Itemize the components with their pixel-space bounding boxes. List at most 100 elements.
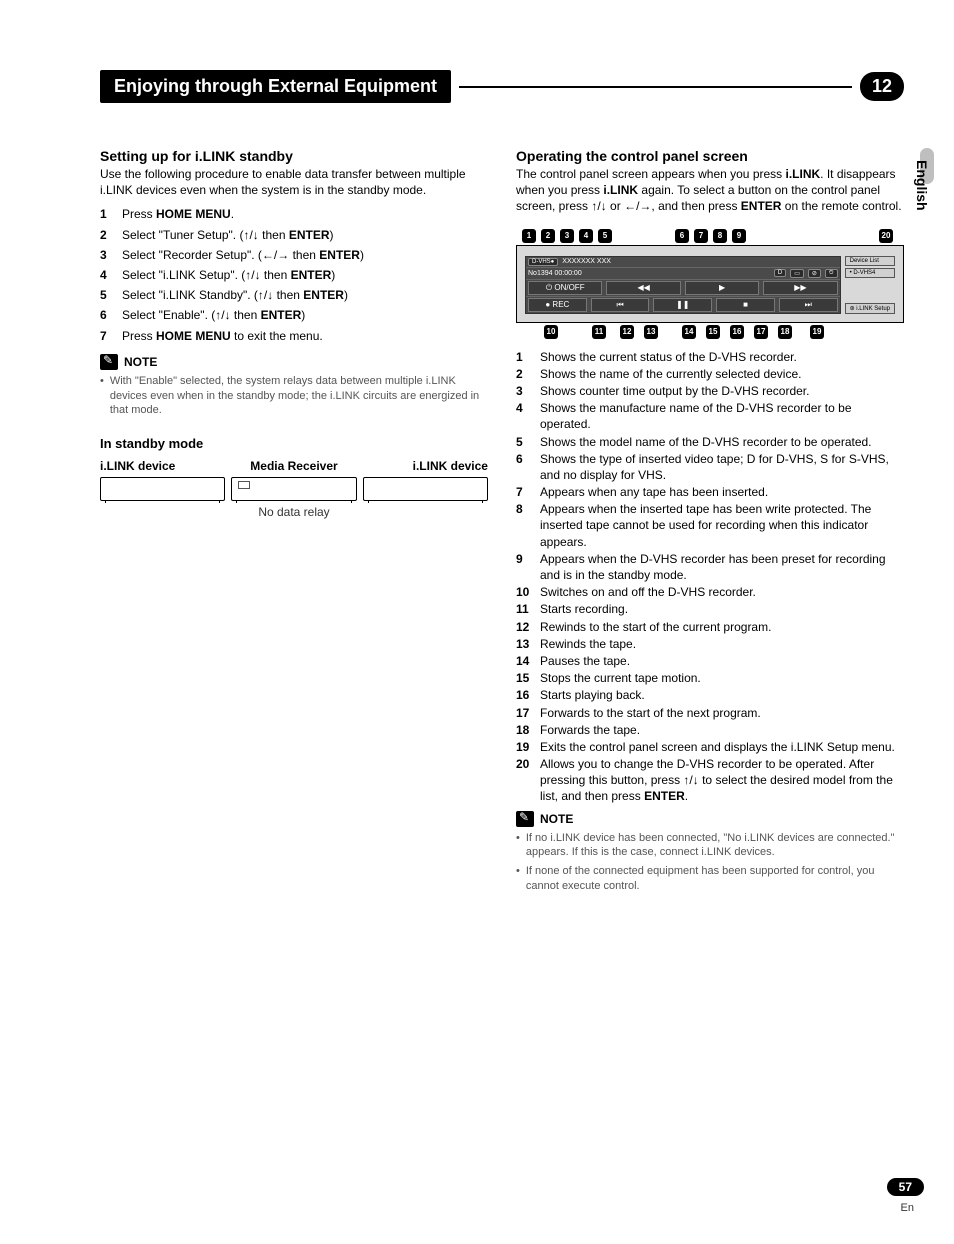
- right-section-title: Operating the control panel screen: [516, 148, 904, 164]
- chapter-number: 12: [860, 72, 904, 101]
- desc-item: 13Rewinds the tape.: [516, 636, 904, 652]
- callout-11: 11: [592, 325, 606, 339]
- step-text: Select "Enable". (↑/↓ then ENTER): [122, 307, 305, 323]
- note-icon: [100, 354, 118, 370]
- callout-16: 16: [730, 325, 744, 339]
- desc-number: 2: [516, 366, 540, 382]
- step-item: 2Select "Tuner Setup". (↑/↓ then ENTER): [100, 227, 488, 243]
- desc-number: 8: [516, 501, 540, 550]
- desc-number: 1: [516, 349, 540, 365]
- left-section-title: Setting up for i.LINK standby: [100, 148, 488, 164]
- desc-text: Starts playing back.: [540, 687, 904, 703]
- device-diagram: [100, 477, 488, 501]
- desc-text: Shows the name of the currently selected…: [540, 366, 904, 382]
- step-number: 4: [100, 267, 122, 283]
- step-number: 5: [100, 287, 122, 303]
- note-item: If none of the connected equipment has b…: [516, 864, 904, 894]
- desc-number: 9: [516, 551, 540, 583]
- step-text: Select "i.LINK Standby". (↑/↓ then ENTER…: [122, 287, 348, 303]
- desc-item: 14Pauses the tape.: [516, 653, 904, 669]
- desc-text: Shows the manufacture name of the D-VHS …: [540, 400, 904, 432]
- step-number: 6: [100, 307, 122, 323]
- desc-number: 15: [516, 670, 540, 686]
- desc-text: Appears when the D-VHS recorder has been…: [540, 551, 904, 583]
- callout-5: 5: [598, 229, 612, 243]
- desc-text: Stops the current tape motion.: [540, 670, 904, 686]
- desc-text: Exits the control panel screen and displ…: [540, 739, 904, 755]
- description-list: 1Shows the current status of the D-VHS r…: [516, 349, 904, 805]
- desc-number: 20: [516, 756, 540, 805]
- callout-20: 20: [879, 229, 893, 243]
- right-column: Operating the control panel screen The c…: [516, 148, 904, 898]
- desc-item: 1Shows the current status of the D-VHS r…: [516, 349, 904, 365]
- step-number: 3: [100, 247, 122, 263]
- panel-status: D-VHS●: [528, 258, 558, 266]
- desc-number: 18: [516, 722, 540, 738]
- desc-item: 20Allows you to change the D-VHS recorde…: [516, 756, 904, 805]
- device-label-c: i.LINK device: [413, 459, 488, 473]
- left-column: Setting up for i.LINK standby Use the fo…: [100, 148, 488, 898]
- panel-stop: ■: [716, 298, 775, 312]
- desc-item: 12Rewinds to the start of the current pr…: [516, 619, 904, 635]
- desc-item: 5Shows the model name of the D-VHS recor…: [516, 434, 904, 450]
- desc-item: 18Forwards the tape.: [516, 722, 904, 738]
- desc-number: 17: [516, 705, 540, 721]
- right-notes: If no i.LINK device has been connected, …: [516, 831, 904, 894]
- page-language-code: En: [901, 1202, 914, 1214]
- callout-2: 2: [541, 229, 555, 243]
- device-box-c: [363, 477, 488, 501]
- callout-18: 18: [778, 325, 792, 339]
- panel-onoff: ⏻ ON/OFF: [528, 281, 602, 295]
- callout-4: 4: [579, 229, 593, 243]
- desc-text: Shows the model name of the D-VHS record…: [540, 434, 904, 450]
- chapter-rule: [459, 86, 852, 88]
- callout-1: 1: [522, 229, 536, 243]
- note-label-left: NOTE: [124, 355, 157, 369]
- panel-counter: No1394 00:00:00: [528, 270, 582, 277]
- desc-item: 17Forwards to the start of the next prog…: [516, 705, 904, 721]
- step-number: 1: [100, 206, 122, 222]
- panel-dvhs-entry: • D-VHS4: [845, 268, 895, 278]
- panel-timer-icon: ⏲: [825, 269, 838, 278]
- chapter-header: Enjoying through External Equipment 12: [100, 70, 904, 103]
- desc-text: Shows the current status of the D-VHS re…: [540, 349, 904, 365]
- step-number: 7: [100, 328, 122, 344]
- desc-number: 12: [516, 619, 540, 635]
- note-header-left: NOTE: [100, 354, 488, 370]
- device-box-a: [100, 477, 225, 501]
- standby-subhead: In standby mode: [100, 436, 488, 451]
- desc-number: 6: [516, 451, 540, 483]
- step-number: 2: [100, 227, 122, 243]
- right-intro: The control panel screen appears when yo…: [516, 166, 904, 215]
- panel-rew: ◀◀: [606, 281, 680, 295]
- step-item: 5Select "i.LINK Standby". (↑/↓ then ENTE…: [100, 287, 488, 303]
- step-text: Press HOME MENU.: [122, 206, 234, 222]
- step-text: Select "Recorder Setup". (←/→ then ENTER…: [122, 247, 364, 263]
- control-panel-diagram: 12345678920 D-VHS● XXXXXXX XXX: [516, 229, 904, 339]
- panel-play: ▶: [685, 281, 759, 295]
- desc-item: 15Stops the current tape motion.: [516, 670, 904, 686]
- desc-number: 3: [516, 383, 540, 399]
- device-label-b: Media Receiver: [250, 459, 337, 473]
- desc-text: Shows counter time output by the D-VHS r…: [540, 383, 904, 399]
- desc-number: 5: [516, 434, 540, 450]
- callout-15: 15: [706, 325, 720, 339]
- desc-text: Rewinds to the start of the current prog…: [540, 619, 904, 635]
- note-label-right: NOTE: [540, 812, 573, 826]
- desc-text: Forwards to the start of the next progra…: [540, 705, 904, 721]
- desc-item: 19Exits the control panel screen and dis…: [516, 739, 904, 755]
- device-label-a: i.LINK device: [100, 459, 175, 473]
- steps-list: 1Press HOME MENU. 2Select "Tuner Setup". …: [100, 206, 488, 343]
- note-item: With "Enable" selected, the system relay…: [100, 374, 488, 419]
- bottom-callouts: 10111213141516171819: [516, 325, 904, 339]
- panel-device-name: XXXXXXX XXX: [562, 258, 611, 265]
- desc-item: 3Shows counter time output by the D-VHS …: [516, 383, 904, 399]
- callout-6: 6: [675, 229, 689, 243]
- desc-text: Rewinds the tape.: [540, 636, 904, 652]
- desc-text: Allows you to change the D-VHS recorder …: [540, 756, 904, 805]
- desc-number: 13: [516, 636, 540, 652]
- panel-tape-type: D: [774, 269, 786, 277]
- callout-12: 12: [620, 325, 634, 339]
- desc-number: 19: [516, 739, 540, 755]
- callout-7: 7: [694, 229, 708, 243]
